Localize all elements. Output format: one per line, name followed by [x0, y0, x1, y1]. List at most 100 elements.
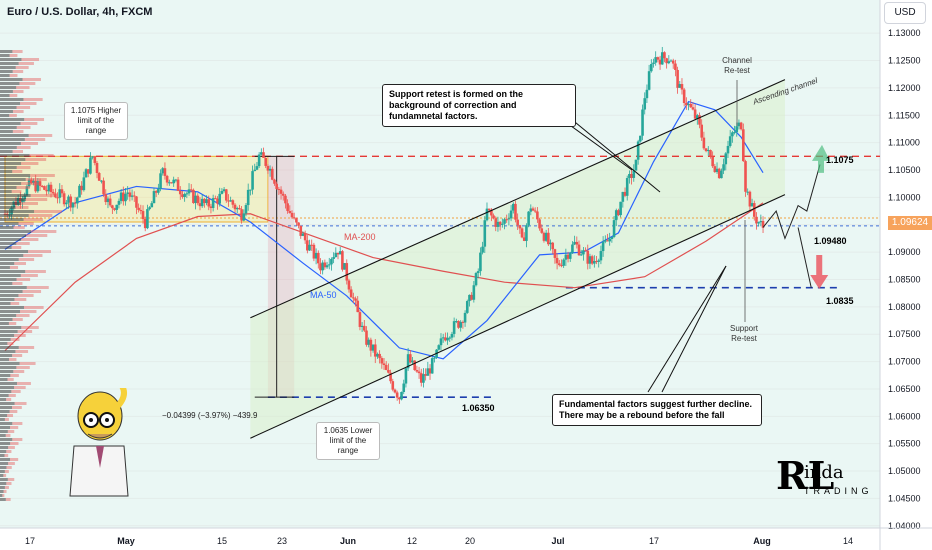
candle-body — [132, 195, 136, 197]
volume-profile-bar-sell — [4, 418, 9, 421]
volume-profile-bar-sell — [16, 186, 31, 189]
candle-body — [496, 221, 500, 227]
candle-body — [80, 185, 83, 191]
candle-body — [538, 219, 541, 229]
volume-profile-bar — [0, 318, 13, 321]
volume-profile-bar-sell — [8, 394, 16, 397]
volume-profile-bar — [0, 86, 17, 89]
volume-profile-bar — [0, 346, 19, 349]
candle-body — [16, 197, 20, 205]
candle-body — [220, 191, 224, 194]
volume-profile-bar — [0, 66, 16, 69]
candle-body — [292, 217, 296, 219]
current-price-tag: 1.09624 — [888, 216, 932, 230]
candle-body — [102, 180, 105, 195]
candle-body — [290, 212, 294, 218]
candle-body — [761, 220, 765, 228]
volume-profile-bar — [0, 358, 10, 361]
x-tick-label: 15 — [217, 536, 227, 546]
volume-profile-bar-sell — [6, 482, 12, 485]
candle-body — [178, 190, 182, 195]
volume-profile-bar-sell — [23, 306, 44, 309]
candle-body — [352, 297, 355, 299]
candle-body — [645, 89, 649, 99]
y-tick-label: 1.06000 — [888, 411, 921, 421]
up-arrow — [812, 144, 830, 173]
volume-profile-bar — [0, 466, 7, 469]
volume-profile-bar-sell — [20, 274, 38, 277]
volume-profile-bar — [0, 178, 26, 181]
volume-profile-bar — [0, 394, 9, 397]
candle-body — [759, 220, 763, 223]
y-tick-label: 1.12500 — [888, 56, 921, 66]
volume-profile-bar — [0, 74, 10, 77]
volume-profile-bar — [0, 142, 21, 145]
candle-body — [619, 201, 622, 216]
candle-body — [722, 164, 725, 171]
y-tick-label: 1.11500 — [888, 110, 920, 120]
candle-body — [634, 159, 638, 171]
volume-profile-bar-sell — [10, 302, 20, 305]
candle-body — [275, 183, 278, 189]
symbol-title[interactable]: Euro / U.S. Dollar, 4h, FXCM — [7, 6, 153, 18]
candle-body — [106, 198, 110, 203]
volume-profile-bar-sell — [25, 270, 46, 273]
candle-body — [485, 208, 489, 221]
volume-profile-bar-sell — [11, 246, 22, 249]
candle-body — [492, 215, 495, 219]
volume-profile-bar-sell — [30, 194, 56, 197]
candle-body — [678, 84, 682, 88]
volume-profile-bar-sell — [9, 54, 18, 57]
candle-body — [262, 152, 265, 158]
candle-body — [544, 232, 548, 241]
candle-body — [444, 337, 447, 341]
y-tick-label: 1.07500 — [888, 329, 921, 339]
candle-body — [726, 145, 730, 154]
candle-body — [84, 169, 88, 178]
candle-body — [614, 210, 618, 221]
x-tick-label: Jun — [340, 536, 356, 546]
volume-profile-bar-sell — [16, 314, 30, 317]
volume-profile-bar-sell — [10, 442, 19, 445]
candle-body — [509, 210, 513, 219]
volume-profile-bar-sell — [28, 214, 53, 217]
range-measure-label: −0.04399 (−3.97%) −439.9 — [162, 411, 258, 420]
candle-body — [715, 168, 719, 173]
candle-body — [308, 244, 311, 251]
y-tick-label: 1.08500 — [888, 274, 921, 284]
candle-body — [135, 196, 138, 208]
currency-button[interactable]: USD — [884, 2, 926, 24]
candle-body — [562, 259, 565, 266]
candle-body — [667, 61, 671, 64]
candle-body — [371, 344, 375, 351]
candle-body — [194, 195, 197, 204]
volume-profile-bar — [0, 362, 20, 365]
candle-body — [323, 262, 327, 268]
candle-body — [733, 132, 736, 134]
volume-profile-bar — [0, 114, 10, 117]
candle-body — [601, 241, 605, 252]
candle-body — [369, 339, 373, 351]
candle-body — [216, 198, 219, 204]
candle-body — [82, 177, 86, 191]
candle-body — [441, 337, 445, 339]
volume-profile-bar-sell — [10, 426, 19, 429]
candle-body — [257, 154, 261, 167]
candle-body — [143, 219, 147, 229]
volume-profile-bar-sell — [12, 50, 23, 53]
volume-profile-bar-sell — [14, 402, 27, 405]
candle-body — [141, 211, 145, 220]
volume-profile-bar-sell — [12, 422, 23, 425]
volume-profile-bar-sell — [7, 378, 14, 381]
volume-profile-bar-sell — [14, 262, 26, 265]
volume-profile-bar — [0, 314, 17, 317]
candle-body — [32, 180, 35, 184]
volume-profile-bar — [0, 282, 13, 285]
candle-body — [183, 194, 186, 197]
candle-body — [639, 135, 642, 142]
volume-profile-bar — [0, 118, 25, 121]
volume-profile-bar-sell — [16, 242, 30, 245]
volume-profile-bar-sell — [25, 198, 48, 201]
candle-body — [330, 258, 333, 265]
volume-profile-bar — [0, 138, 25, 141]
